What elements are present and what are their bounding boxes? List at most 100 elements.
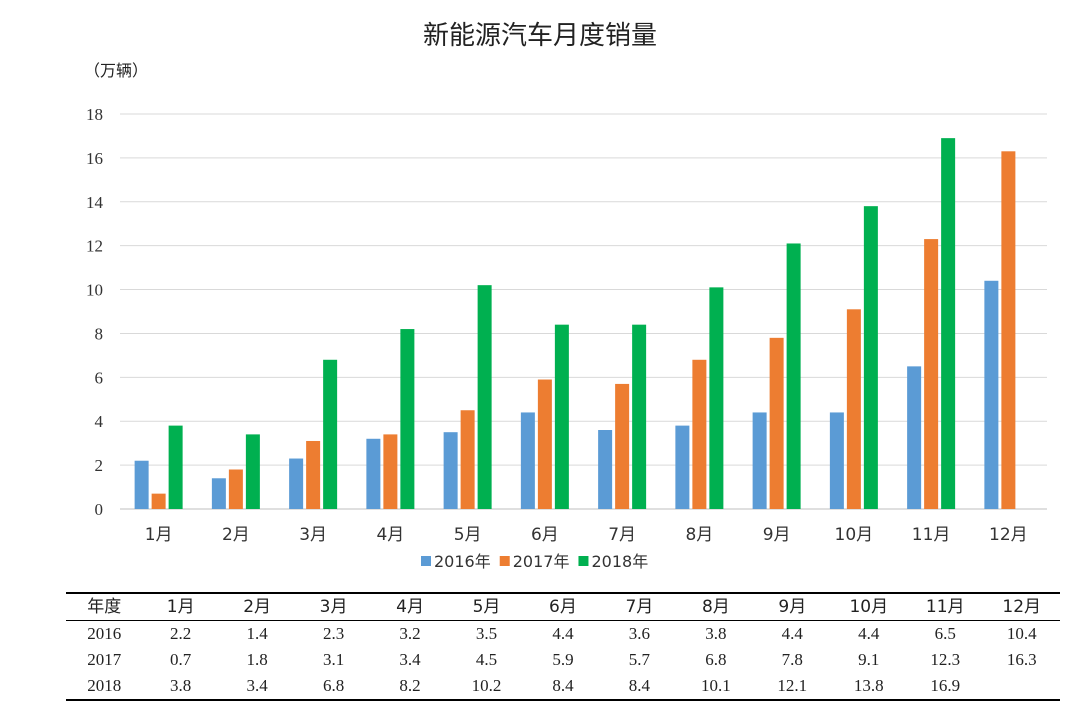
x-tick-label: 5月 <box>454 525 482 545</box>
table-header-month: 12月 <box>983 592 1060 621</box>
bar-2018年-1月 <box>168 425 183 509</box>
table-cell: 10.1 <box>677 673 755 701</box>
table-cell: 2.3 <box>322 624 345 643</box>
table-cell: 3.4 <box>218 673 296 701</box>
table-cell: 8.2 <box>371 673 449 701</box>
bar-2016年-10月 <box>829 412 844 509</box>
legend-label: 2017年 <box>513 552 570 571</box>
y-axis-ticks: 0 2 4 6 8 10 12 14 16 18 <box>86 105 104 519</box>
table-header-month: 3月 <box>295 592 372 621</box>
x-tick-label: 9月 <box>763 525 791 545</box>
data-table: 年度 1月 2月 3月 4月 5月 6月 7月 8月 9月 10月 11月 12月 2016 2.2 1.4… <box>66 592 1060 701</box>
table-cell: 6.8 <box>705 650 727 669</box>
table-cell: 7.8 <box>781 650 803 669</box>
bar-2018年-3月 <box>323 359 338 509</box>
bar-2018年-10月 <box>863 206 878 509</box>
table-cell: 2.2 <box>170 624 192 643</box>
bar-2018年-5月 <box>477 285 492 509</box>
table-cell: 1.4 <box>246 624 268 643</box>
table-cell: 16.3 <box>1006 650 1037 669</box>
y-tick-label: 10 <box>86 281 103 300</box>
table-header-month: 7月 <box>601 592 678 621</box>
table-cell: 12.1 <box>754 673 831 701</box>
bar-2018年-11月 <box>941 138 956 509</box>
y-tick-label: 18 <box>86 105 103 124</box>
x-tick-label: 12月 <box>989 525 1028 545</box>
table-header-month: 1月 <box>142 592 219 621</box>
table-row: 2016 2.2 1.4 2.3 3.2 3.5 4.4 3.6 3.8 4.4 4.4 6.5 10.… <box>66 621 1060 648</box>
bar-2018年-6月 <box>554 324 569 509</box>
bar-2018年-2月 <box>245 434 260 509</box>
legend-swatch <box>499 556 510 566</box>
table-cell <box>983 673 1060 701</box>
x-tick-label: 10月 <box>835 525 874 545</box>
table-header-month: 8月 <box>677 592 755 621</box>
bar-2017年-4月 <box>383 434 398 509</box>
bar-2016年-7月 <box>598 430 613 509</box>
y-axis-unit-label: （万辆） <box>84 61 148 80</box>
x-tick-label: 7月 <box>608 525 636 545</box>
bar-2016年-12月 <box>984 280 999 509</box>
table-body: 2016 2.2 1.4 2.3 3.2 3.5 4.4 3.6 3.8 4.4 4.4 6.5 10.… <box>66 621 1060 701</box>
bar-2018年-9月 <box>786 243 801 509</box>
table-header-month: 10月 <box>830 592 907 621</box>
y-tick-label: 14 <box>86 193 104 212</box>
x-tick-label: 6月 <box>531 525 559 545</box>
bar-2016年-8月 <box>675 425 690 509</box>
table-cell: 4.4 <box>781 624 803 643</box>
table-header-month: 6月 <box>524 592 602 621</box>
y-tick-label: 8 <box>95 324 104 343</box>
table-cell: 4.4 <box>858 624 880 643</box>
bar-2017年-3月 <box>306 440 321 509</box>
bar-2017年-7月 <box>615 383 630 509</box>
chart-title: 新能源汽车月度销量 <box>423 21 657 51</box>
table-cell: 6.8 <box>295 673 372 701</box>
bar-2016年-11月 <box>907 366 922 509</box>
table-cell: 8.4 <box>601 673 678 701</box>
bar-2018年-4月 <box>400 329 415 509</box>
x-tick-label: 11月 <box>912 525 951 545</box>
bar-2017年-9月 <box>769 337 784 509</box>
bar-2017年-1月 <box>151 493 166 509</box>
table-cell: 10.4 <box>1006 624 1037 643</box>
table-cell: 5.7 <box>628 650 651 669</box>
table-header-year: 年度 <box>66 592 143 621</box>
x-tick-label: 4月 <box>376 525 404 545</box>
table-cell: 3.8 <box>142 673 219 701</box>
table-row: 2018 3.8 3.4 6.8 8.2 10.2 8.4 8.4 10.1 12.1 13.8 16… <box>66 673 1060 701</box>
table-cell: 12.3 <box>930 650 961 669</box>
table-header-row: 年度 1月 2月 3月 4月 5月 6月 7月 8月 9月 10月 11月 12月 <box>66 592 1060 621</box>
table-cell: 6.5 <box>934 624 956 643</box>
table-row-year: 2016 <box>87 624 122 643</box>
bar-2016年-3月 <box>289 458 304 509</box>
table-header-month: 4月 <box>371 592 449 621</box>
legend-label: 2018年 <box>591 552 648 571</box>
legend-swatch <box>578 556 589 566</box>
table-header-month: 11月 <box>906 592 984 621</box>
y-tick-label: 4 <box>95 412 104 431</box>
table-row: 2017 0.7 1.8 3.1 3.4 4.5 5.9 5.7 6.8 7.8 9.1 12.3 16… <box>66 647 1060 673</box>
table-header-month: 5月 <box>448 592 525 621</box>
bar-2018年-7月 <box>632 324 647 509</box>
bar-2017年-2月 <box>228 469 243 509</box>
x-axis-ticks: 1月 2月 3月 4月 5月 6月 7月 8月 9月 10月 11月 12月 <box>145 525 1028 545</box>
table-cell: 16.9 <box>906 673 984 701</box>
bar-2016年-2月 <box>211 478 226 509</box>
table-cell: 8.4 <box>524 673 602 701</box>
y-tick-label: 12 <box>86 237 103 256</box>
table-cell: 3.8 <box>705 624 727 643</box>
table-cell: 10.2 <box>448 673 525 701</box>
bar-2016年-4月 <box>366 438 381 509</box>
table-cell: 4.5 <box>475 650 498 669</box>
table-cell: 1.8 <box>246 650 268 669</box>
bar-2016年-9月 <box>752 412 767 509</box>
bar-2017年-5月 <box>460 410 475 509</box>
table-cell: 9.1 <box>858 650 880 669</box>
y-tick-label: 6 <box>95 368 104 387</box>
table-row-year: 2017 <box>87 650 122 669</box>
y-tick-label: 16 <box>86 149 103 168</box>
table-cell: 3.1 <box>322 650 345 669</box>
x-tick-label: 3月 <box>299 525 327 545</box>
table-cell: 3.4 <box>399 650 421 669</box>
bar-2016年-5月 <box>443 432 458 509</box>
